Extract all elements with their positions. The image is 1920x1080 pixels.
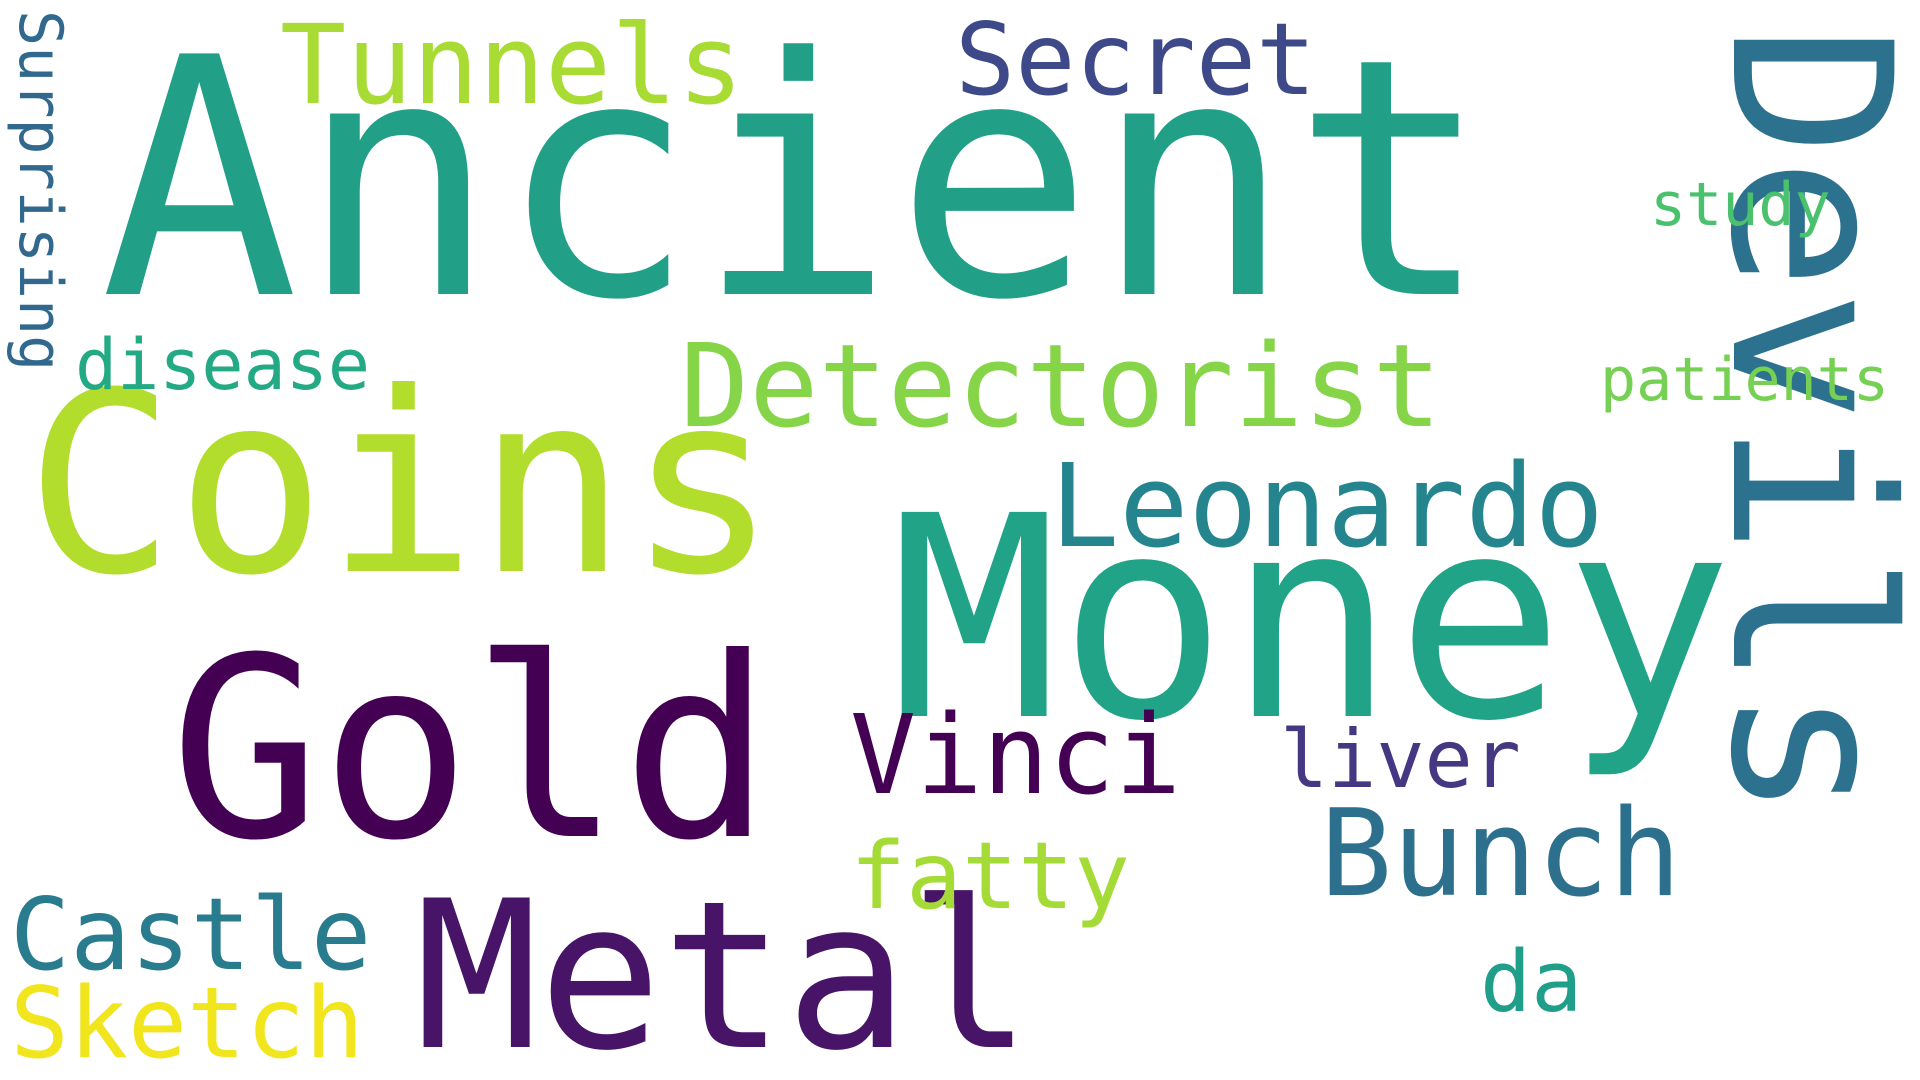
word-secret: Secret [955, 1, 1317, 118]
word-ancient: Ancient [100, 0, 1491, 372]
word-fatty: fatty [850, 822, 1130, 930]
word-surprising: Surprising [5, 10, 75, 372]
word-disease: disease [75, 324, 371, 406]
word-metal: Metal [415, 858, 1033, 1080]
word-da: da [1480, 933, 1583, 1032]
word-sketch: Sketch [10, 967, 365, 1080]
word-leonardo: Leonardo [1050, 440, 1604, 574]
word-bunch: Bunch [1320, 785, 1682, 924]
word-castle: Castle [10, 876, 372, 993]
word-money: Money [890, 457, 1733, 783]
word-detectorist: Detectorist [680, 320, 1442, 454]
word-devils: Devils [1682, 25, 1920, 820]
word-study: study [1650, 170, 1831, 240]
word-tunnels: Tunnels [280, 1, 744, 129]
word-liver: liver [1280, 713, 1521, 806]
word-vinci: Vinci [850, 691, 1182, 819]
word-gold: Gold [170, 604, 773, 895]
word-patients: patients [1600, 345, 1889, 415]
word-coins: Coins [25, 339, 778, 630]
